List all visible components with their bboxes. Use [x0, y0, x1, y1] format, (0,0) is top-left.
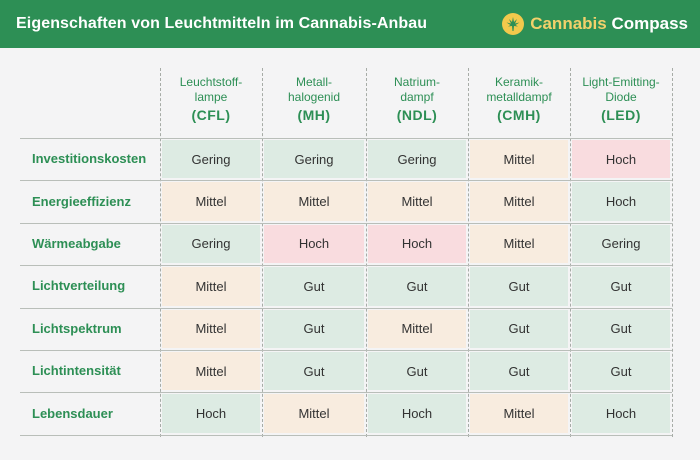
table-cell: Gut — [368, 267, 466, 306]
brand-name-part2: Compass — [611, 14, 688, 33]
table-cell: Mittel — [470, 224, 568, 264]
table-cell: Gut — [264, 267, 364, 306]
column-divider — [570, 68, 571, 437]
cannabis-leaf-icon — [502, 13, 525, 35]
table-cell: Gut — [264, 309, 364, 348]
column-header-abbr: (CMH) — [497, 107, 541, 123]
table-cell: Mittel — [264, 182, 364, 221]
table-cell: Mittel — [470, 182, 568, 221]
table-cell: Hoch — [162, 394, 260, 433]
column-header-name: Keramik- — [494, 75, 543, 89]
column-header-name: Metall- — [295, 75, 332, 89]
row-divider — [20, 180, 672, 182]
table-cell: Gut — [470, 352, 568, 391]
column-header-abbr: (MH) — [297, 107, 331, 123]
column-header-name: Diode — [605, 90, 637, 104]
column-header: Leuchtstoff-lampe (CFL) — [160, 75, 262, 125]
table-cell: Hoch — [368, 224, 466, 264]
column-divider — [672, 68, 673, 437]
table-cell: Hoch — [572, 394, 670, 433]
table-cell: Gut — [470, 309, 568, 348]
page-title: Eigenschaften von Leuchtmitteln im Canna… — [16, 15, 428, 32]
column-header-name: Light-Emitting- — [582, 75, 660, 89]
table-cell: Mittel — [368, 309, 466, 348]
table-cell: Gering — [368, 140, 466, 179]
column-header-abbr: (CFL) — [191, 107, 231, 123]
table-cell: Gut — [470, 267, 568, 306]
column-divider — [160, 68, 161, 437]
row-label: Lichtspektrum — [32, 320, 122, 336]
table-cell: Hoch — [264, 224, 364, 264]
column-header-name: halogenid — [287, 90, 341, 104]
table-cell: Hoch — [572, 182, 670, 221]
column-header-name: metalldampf — [486, 90, 552, 104]
table-cell: Mittel — [162, 352, 260, 391]
column-header-name: Leuchtstoff- — [179, 75, 243, 89]
row-label: Wärmeabgabe — [32, 236, 121, 251]
row-divider — [20, 222, 672, 224]
table-cell: Mittel — [470, 394, 568, 433]
column-header: Light-Emitting- Diode (LED) — [570, 75, 672, 125]
table-cell: Mittel — [368, 182, 466, 221]
row-label: Lebensdauer — [32, 405, 113, 421]
column-header-abbr: (NDL) — [396, 107, 438, 123]
row-divider — [20, 265, 672, 267]
column-divider — [366, 68, 367, 437]
column-header-name: dampf — [400, 90, 434, 104]
row-label: Lichtverteilung — [32, 278, 126, 294]
table-cell: Hoch — [368, 394, 466, 433]
table-cell: Gut — [264, 352, 364, 391]
column-header: Keramik-metalldampf (CMH) — [468, 75, 570, 125]
table-cell: Gut — [572, 267, 670, 306]
table-cell: Mittel — [162, 309, 260, 348]
table-cell: Gering — [162, 140, 260, 179]
column-header-name: lampe — [194, 90, 228, 104]
table-cell: Gering — [162, 224, 260, 264]
table-cell: Mittel — [264, 394, 364, 433]
table-cell: Gut — [572, 309, 670, 348]
table-cell: Gering — [264, 140, 364, 179]
brand-name-part1: Cannabis — [530, 14, 607, 33]
row-divider — [20, 307, 672, 309]
table-cell: Mittel — [470, 140, 568, 179]
table-cell: Hoch — [572, 140, 670, 179]
column-divider — [262, 68, 263, 437]
column-header: Metall-halogenid (MH) — [262, 75, 366, 125]
row-label: Energieeffizienz — [32, 193, 131, 209]
row-divider — [20, 138, 672, 139]
column-header-name: Natrium- — [393, 75, 440, 89]
brand: Cannabis Compass — [502, 13, 688, 35]
table-cell: Gut — [572, 352, 670, 391]
header-bar: Eigenschaften von Leuchtmitteln im Canna… — [0, 0, 700, 48]
column-header-abbr: (LED) — [601, 107, 641, 123]
row-divider — [20, 350, 672, 351]
row-divider — [20, 392, 672, 394]
comparison-table: Leuchtstoff-lampe (CFL) Metall-halogenid (M… — [0, 48, 700, 460]
table-cell: Mittel — [162, 182, 260, 221]
column-divider — [468, 68, 469, 437]
brand-name: Cannabis Compass — [530, 14, 688, 34]
table-cell: Mittel — [162, 267, 260, 306]
column-header: Natrium-dampf (NDL) — [366, 75, 468, 125]
table-cell: Gut — [368, 352, 466, 391]
row-divider — [20, 434, 672, 436]
row-label: Investitionskosten — [32, 151, 147, 167]
table-cell: Gering — [572, 224, 670, 264]
row-label: Lichtintensität — [32, 363, 121, 379]
